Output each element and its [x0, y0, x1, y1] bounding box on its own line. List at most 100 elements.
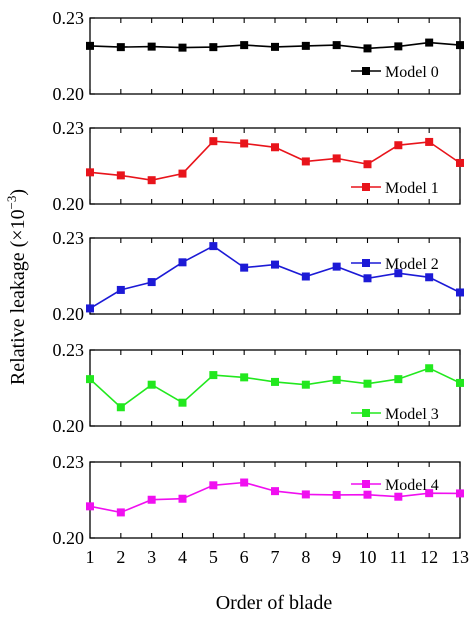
data-point — [456, 158, 464, 167]
data-point — [301, 157, 310, 166]
x-tick-label: 3 — [147, 547, 156, 567]
legend-marker — [362, 259, 370, 267]
y-tick-label: 0.20 — [53, 84, 85, 104]
panel-0: 0.20 0.23 Model 0 — [53, 8, 464, 104]
data-point — [363, 274, 372, 283]
data-point — [456, 378, 464, 387]
y-axis-label-superscript: −3 — [4, 196, 19, 210]
data-point — [301, 41, 310, 50]
data-point — [147, 42, 156, 51]
x-axis-label: Order of blade — [216, 592, 333, 614]
data-point — [301, 490, 310, 499]
x-tick-label: 4 — [178, 547, 187, 567]
data-point — [332, 41, 341, 50]
legend-label: Model 3 — [385, 406, 439, 423]
data-point — [240, 478, 249, 487]
data-point — [240, 41, 249, 50]
x-tick-label: 8 — [301, 547, 310, 567]
y-tick-label: 0.20 — [53, 416, 85, 436]
data-point — [271, 42, 279, 51]
y-tick-label: 0.20 — [53, 528, 85, 548]
data-point — [116, 285, 125, 294]
data-point — [271, 143, 279, 152]
legend: Model 1 — [351, 180, 439, 197]
data-point — [425, 364, 434, 373]
legend: Model 2 — [351, 256, 439, 273]
data-point — [456, 489, 464, 498]
data-point — [147, 176, 156, 185]
data-point — [425, 137, 434, 146]
x-tick-label: 11 — [390, 547, 407, 567]
data-point — [363, 490, 372, 499]
legend: Model 0 — [351, 64, 439, 81]
data-point — [147, 278, 156, 287]
data-point — [209, 481, 218, 490]
data-point — [394, 269, 403, 278]
y-tick-label: 0.23 — [53, 340, 85, 360]
data-point — [240, 263, 249, 272]
data-point — [86, 375, 94, 384]
data-point — [178, 494, 187, 503]
data-point — [116, 403, 125, 412]
data-point — [116, 508, 125, 517]
x-tick-label: 12 — [420, 547, 438, 567]
data-point — [116, 43, 125, 52]
panel-1: 0.20 0.23 Model 1 — [53, 118, 464, 214]
data-point — [271, 260, 279, 269]
y-tick-label: 0.20 — [53, 304, 85, 324]
data-point — [394, 141, 403, 150]
panel-4: 0.20 0.23 Model 4 — [53, 452, 464, 548]
series-line — [89, 367, 461, 409]
y-tick-label: 0.20 — [53, 194, 85, 214]
legend: Model 3 — [351, 406, 439, 423]
y-tick-label: 0.23 — [53, 452, 85, 472]
data-point — [363, 44, 372, 53]
x-tick-label: 13 — [451, 547, 469, 567]
data-point — [271, 377, 279, 386]
data-point — [86, 41, 94, 50]
data-point — [394, 492, 403, 501]
x-tick-label: 6 — [240, 547, 249, 567]
data-point — [425, 273, 434, 282]
y-axis-label-main: Relative leakage (×10 — [7, 209, 29, 385]
data-point — [147, 495, 156, 504]
data-point — [209, 242, 218, 251]
data-point — [240, 139, 249, 148]
panel-frame — [89, 17, 461, 95]
data-point — [86, 304, 94, 313]
legend-label: Model 0 — [385, 64, 439, 81]
data-point — [332, 154, 341, 163]
data-point — [363, 379, 372, 388]
data-point — [147, 380, 156, 389]
x-tick-labels: 1 2 3 4 5 6 7 8 9 10 11 12 13 — [86, 547, 470, 567]
data-point — [394, 375, 403, 384]
data-point — [209, 371, 218, 380]
data-point — [301, 380, 310, 389]
panel-3: 0.20 0.23 Model 3 — [53, 340, 464, 436]
legend: Model 4 — [351, 477, 439, 494]
legend-marker — [362, 480, 370, 488]
y-tick-label: 0.23 — [53, 228, 85, 248]
data-point — [209, 43, 218, 52]
data-point — [425, 38, 434, 47]
data-point — [178, 398, 187, 407]
legend-marker — [362, 409, 370, 417]
data-point — [363, 160, 372, 169]
data-point — [178, 258, 187, 267]
x-tick-label: 9 — [332, 547, 341, 567]
panel-frame — [89, 461, 461, 539]
data-point — [301, 272, 310, 281]
panel-frame — [89, 237, 461, 315]
data-point — [271, 487, 279, 496]
legend-marker — [362, 183, 370, 191]
data-point — [332, 262, 341, 271]
data-point — [178, 43, 187, 52]
y-tick-label: 0.23 — [53, 118, 85, 138]
data-point — [394, 42, 403, 51]
panels-group: 0.20 0.23 Model 0 0.20 0.23 Model 1 0.20 0.23 Mo… — [53, 8, 464, 548]
legend-marker — [362, 67, 370, 75]
data-point — [86, 502, 94, 511]
data-point — [425, 489, 434, 498]
x-tick-label: 7 — [271, 547, 280, 567]
data-point — [332, 375, 341, 384]
